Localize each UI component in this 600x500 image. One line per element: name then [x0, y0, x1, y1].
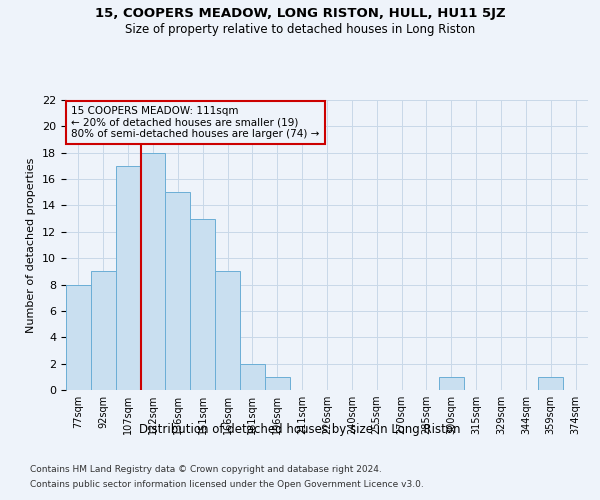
Bar: [140, 152, 166, 390]
Bar: [116, 166, 140, 390]
Bar: [265, 377, 290, 390]
Bar: [91, 272, 116, 390]
Bar: [166, 192, 190, 390]
Bar: [215, 272, 240, 390]
Bar: [66, 284, 91, 390]
Text: Contains HM Land Registry data © Crown copyright and database right 2024.: Contains HM Land Registry data © Crown c…: [30, 465, 382, 474]
Y-axis label: Number of detached properties: Number of detached properties: [26, 158, 37, 332]
Bar: [439, 377, 464, 390]
Bar: [190, 218, 215, 390]
Text: Contains public sector information licensed under the Open Government Licence v3: Contains public sector information licen…: [30, 480, 424, 489]
Text: Size of property relative to detached houses in Long Riston: Size of property relative to detached ho…: [125, 22, 475, 36]
Text: 15 COOPERS MEADOW: 111sqm
← 20% of detached houses are smaller (19)
80% of semi-: 15 COOPERS MEADOW: 111sqm ← 20% of detac…: [71, 106, 320, 139]
Text: 15, COOPERS MEADOW, LONG RISTON, HULL, HU11 5JZ: 15, COOPERS MEADOW, LONG RISTON, HULL, H…: [95, 8, 505, 20]
Text: Distribution of detached houses by size in Long Riston: Distribution of detached houses by size …: [139, 422, 461, 436]
Bar: [240, 364, 265, 390]
Bar: [538, 377, 563, 390]
